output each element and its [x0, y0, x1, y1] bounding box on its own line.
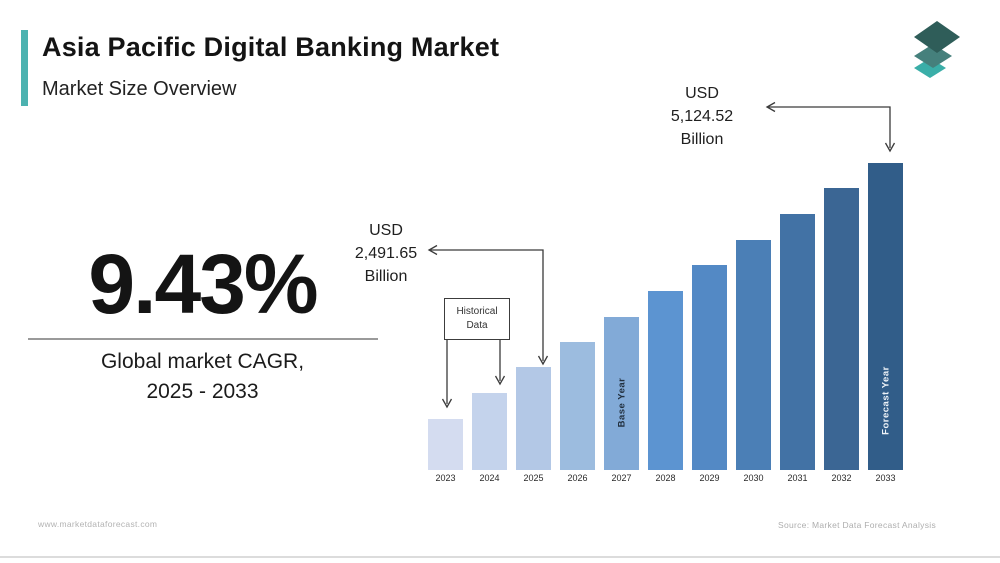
- callout-2033-line1: USD: [685, 85, 719, 102]
- page-title: Asia Pacific Digital Banking Market: [42, 32, 500, 62]
- cagr-caption: Global market CAGR, 2025 - 2033: [25, 347, 380, 407]
- year-label-2027: 2027: [611, 473, 632, 483]
- callout-2025-value: USD 2,491.65 Billion: [331, 219, 441, 288]
- bar-chart: Base Year Forecast Year: [428, 163, 904, 470]
- year-label-2024: 2024: [479, 473, 500, 483]
- bar-2025: [516, 367, 551, 470]
- year-label-2026: 2026: [567, 473, 588, 483]
- bar-2023: [428, 419, 463, 470]
- bar-2029: [692, 265, 727, 470]
- callout-2033-value: USD 5,124.52 Billion: [647, 82, 757, 151]
- company-logo-icon: [914, 21, 960, 78]
- year-label-2031: 2031: [787, 473, 808, 483]
- forecast-year-label: Forecast Year: [880, 366, 891, 435]
- bar-2032: [824, 188, 859, 470]
- callout-2033-line3: Billion: [680, 131, 724, 149]
- x-axis-labels: 2023 2024 2025 2026 2027 2028 2029 2030 2031 2032…: [428, 473, 904, 483]
- cagr-value: 9.43%: [88, 237, 318, 331]
- callout-2025-line3: Billion: [364, 268, 408, 286]
- footer-website: www.marketdataforecast.com: [38, 519, 158, 529]
- page-subtitle: Market Size Overview: [42, 78, 237, 100]
- year-label-2028: 2028: [655, 473, 676, 483]
- callout-2025-line2: 2,491.65: [354, 245, 418, 263]
- year-label-2032: 2032: [831, 473, 852, 483]
- year-label-2033: 2033: [875, 473, 896, 483]
- year-label-2029: 2029: [699, 473, 720, 483]
- bar-2033: Forecast Year: [868, 163, 903, 470]
- historical-data-box: Historical Data: [444, 298, 510, 340]
- bar-2027: Base Year: [604, 317, 639, 470]
- bar-2030: [736, 240, 771, 470]
- callout-2025-line1: USD: [369, 222, 403, 239]
- historical-data-line2: Data: [466, 320, 488, 331]
- bar-2026: [560, 342, 595, 470]
- cagr-caption-line1: Global market CAGR,: [100, 350, 305, 373]
- footer-source: Source: Market Data Forecast Analysis: [777, 520, 936, 530]
- bar-2031: [780, 214, 815, 470]
- year-label-2025: 2025: [523, 473, 544, 483]
- bottom-rule: [0, 556, 1000, 558]
- bar-2024: [472, 393, 507, 470]
- bar-2028: [648, 291, 683, 470]
- year-label-2030: 2030: [743, 473, 764, 483]
- historical-data-line1: Historical: [456, 306, 498, 317]
- title-accent-bar: [21, 30, 28, 106]
- stat-divider: [28, 338, 378, 340]
- base-year-label: Base Year: [616, 377, 627, 428]
- year-label-2023: 2023: [435, 473, 456, 483]
- callout-2033-line2: 5,124.52: [670, 108, 734, 126]
- cagr-caption-line2: 2025 - 2033: [146, 379, 259, 403]
